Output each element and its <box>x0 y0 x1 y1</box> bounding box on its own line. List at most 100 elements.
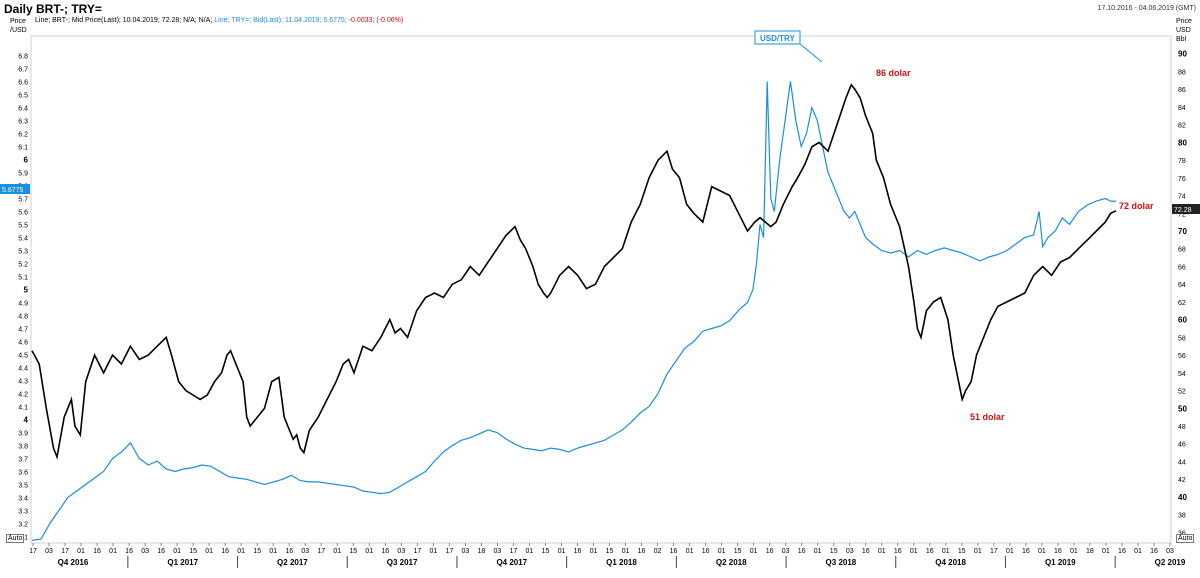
x-tick-label: 01 <box>526 548 534 555</box>
auto-scale-right-button[interactable]: Auto <box>1176 534 1195 543</box>
x-axis: 17 03 17 01 16 01 16 03 16 01 15 01 16 01 15 01 16 03 17 01… <box>29 543 1186 568</box>
x-tick-label: 16 <box>766 548 774 555</box>
x-tick-label: 16 <box>670 548 678 555</box>
left-axis: 3.13.23.33.43.53.63.73.83.944.14.24.34.4… <box>18 54 28 542</box>
plot-area <box>30 35 1172 544</box>
left-tick-label: 5.3 <box>18 249 28 256</box>
x-tick-label: 18 <box>1086 548 1094 555</box>
left-tick-label: 4 <box>24 416 29 425</box>
left-tick-label: 3.4 <box>18 496 28 503</box>
x-tick-label: 01 <box>1038 548 1046 555</box>
x-tick-label: 16 <box>574 548 582 555</box>
left-tick-label: 5.5 <box>18 223 28 230</box>
x-quarter-label: Q1 2018 <box>606 558 637 567</box>
left-tick-label: 3.5 <box>18 483 28 490</box>
x-tick-label: 01 <box>1006 548 1014 555</box>
left-tick-label: 5 <box>24 286 29 295</box>
x-tick-label: 16 <box>221 548 229 555</box>
left-tick-label: 5.2 <box>18 262 28 269</box>
x-tick-label: 03 <box>45 548 53 555</box>
x-tick-label: 17 <box>445 548 453 555</box>
left-tick-label: 4.9 <box>18 301 28 308</box>
x-tick-label: 02 <box>654 548 662 555</box>
x-tick-label: 01 <box>173 548 181 555</box>
left-tick-label: 3.3 <box>18 509 28 516</box>
x-tick-label: 01 <box>109 548 117 555</box>
x-tick-label: 17 <box>413 548 421 555</box>
x-quarter-label: Q3 2017 <box>387 558 418 567</box>
x-tick-label: 01 <box>237 548 245 555</box>
x-quarter-label: Q4 2018 <box>935 558 966 567</box>
left-tick-label: 5.6 <box>18 210 28 217</box>
x-tick-label: 01 <box>686 548 694 555</box>
legend-brent: Line; BRT-; Mid Price(Last); 10.04.2019;… <box>35 17 213 24</box>
left-tick-label: 4.4 <box>18 366 28 373</box>
x-tick-label: 16 <box>1022 548 1030 555</box>
right-axis-label-usd: USD <box>1176 27 1191 34</box>
x-tick-label: 15 <box>349 548 357 555</box>
x-tick-label: 03 <box>846 548 854 555</box>
x-quarter-label: Q1 2019 <box>1045 558 1076 567</box>
annotation-72-dolar: 72 dolar <box>1119 201 1154 211</box>
left-tick-label: 6.2 <box>18 132 28 139</box>
x-tick-label: 03 <box>397 548 405 555</box>
x-tick-label: 17 <box>29 548 37 555</box>
left-tick-label: 3.8 <box>18 444 28 451</box>
right-tick-label: 68 <box>1178 247 1186 254</box>
right-tick-label: 42 <box>1178 477 1186 484</box>
x-quarter-label: Q2 2018 <box>716 558 747 567</box>
annotation-51-dolar: 51 dolar <box>970 412 1005 422</box>
right-tick-label: 38 <box>1178 513 1186 520</box>
x-tick-label: 16 <box>702 548 710 555</box>
x-tick-label: 03 <box>461 548 469 555</box>
left-tick-label: 6.4 <box>18 106 28 113</box>
x-tick-label: 16 <box>1118 548 1126 555</box>
left-tick-label: 4.6 <box>18 340 28 347</box>
left-tick-label: 4.1 <box>18 405 28 412</box>
x-tick-label: 03 <box>494 548 502 555</box>
right-tick-label: 66 <box>1178 264 1186 271</box>
left-tick-label: 4.7 <box>18 327 28 334</box>
x-tick-label: 16 <box>125 548 133 555</box>
x-tick-label: 15 <box>189 548 197 555</box>
x-quarter-label: Q1 2017 <box>167 558 198 567</box>
right-tick-label: 54 <box>1178 371 1186 378</box>
auto-scale-left-button[interactable]: Auto <box>6 534 25 543</box>
legend-try-change: -0.0033; (-0.06%) <box>348 17 404 24</box>
left-tick-label: 6.7 <box>18 67 28 74</box>
x-tick-label: 01 <box>622 548 630 555</box>
left-tick-label: 3.2 <box>18 522 28 529</box>
right-tick-label: 36 <box>1178 530 1186 537</box>
left-tick-label: 4.5 <box>18 353 28 360</box>
x-tick-label: 17 <box>61 548 69 555</box>
left-tick-label: 3.9 <box>18 431 28 438</box>
right-tick-label: 74 <box>1178 194 1186 201</box>
right-tick-label: 60 <box>1178 316 1187 325</box>
x-tick-label: 16 <box>157 548 165 555</box>
x-tick-label: 16 <box>926 548 934 555</box>
annotation-86-dolar: 86 dolar <box>876 68 911 78</box>
right-tick-label: 40 <box>1178 493 1187 502</box>
left-tick-label: 5.1 <box>18 275 28 282</box>
x-tick-label: 15 <box>830 548 838 555</box>
x-tick-label: 01 <box>974 548 982 555</box>
x-quarter-label: Q2 2017 <box>277 558 308 567</box>
right-tick-label: 70 <box>1178 227 1187 236</box>
left-tick-label: 4.8 <box>18 314 28 321</box>
right-tick-label: 58 <box>1178 335 1186 342</box>
x-tick-label: 16 <box>798 548 806 555</box>
left-tick-label: 6.3 <box>18 119 28 126</box>
left-tick-label: 5.7 <box>18 197 28 204</box>
annotation-usdtry-box <box>754 30 801 45</box>
x-tick-label: 03 <box>301 548 309 555</box>
x-tick-label: 15 <box>606 548 614 555</box>
right-tick-label: 46 <box>1178 442 1186 449</box>
right-tick-label: 84 <box>1178 105 1186 112</box>
x-tick-label: 01 <box>205 548 213 555</box>
x-tick-label: 16 <box>638 548 646 555</box>
x-tick-label: 01 <box>77 548 85 555</box>
x-tick-label: 01 <box>814 548 822 555</box>
right-tick-label: 64 <box>1178 282 1186 289</box>
right-tick-label: 76 <box>1178 176 1186 183</box>
